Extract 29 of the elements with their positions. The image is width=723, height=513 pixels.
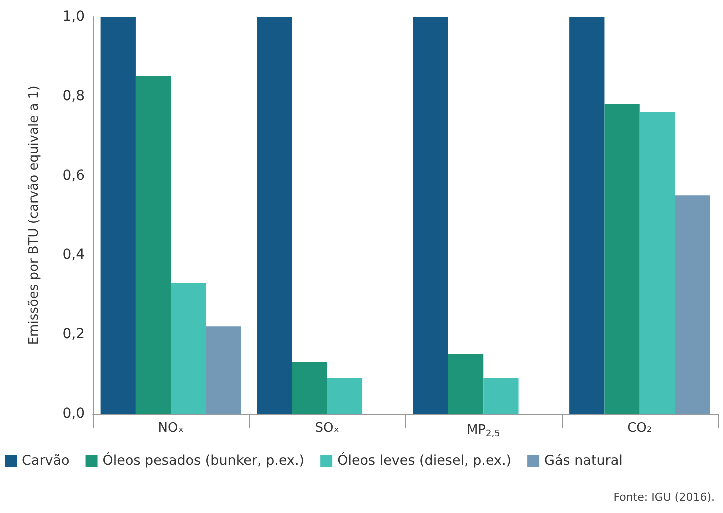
- source-note: Fonte: IGU (2016).: [614, 491, 716, 504]
- bar: [257, 17, 292, 414]
- legend-label: Óleos pesados (bunker, p.ex.): [102, 452, 305, 469]
- y-tick-label: 1,0: [62, 9, 85, 25]
- bar: [448, 354, 484, 414]
- bar: [171, 282, 206, 414]
- bar: [327, 378, 363, 414]
- y-tick-label: 0,2: [62, 326, 85, 343]
- bar: [292, 362, 328, 414]
- bar: [675, 196, 710, 414]
- y-tick-label: 0,8: [62, 88, 85, 104]
- y-tick-label: 0,6: [62, 168, 86, 184]
- bar: [570, 17, 605, 414]
- legend-label: Carvão: [22, 453, 70, 469]
- bar: [413, 17, 448, 414]
- legend-label: Gás natural: [544, 453, 623, 469]
- bar: [206, 326, 242, 414]
- bar: [484, 378, 519, 414]
- bar: [100, 17, 136, 414]
- bar: [640, 112, 676, 414]
- y-tick-label: 0,0: [62, 406, 85, 422]
- x-tick-label: CO₂: [628, 421, 652, 436]
- y-tick-label: 0,4: [62, 247, 86, 264]
- legend-label: Óleos leves (diesel, p.ex.): [338, 452, 512, 469]
- x-tick-label: NOₓ: [158, 421, 184, 436]
- bar: [136, 76, 172, 414]
- y-axis-title: Emissões por BTU (carvão equivale a 1): [27, 86, 42, 346]
- x-tick-label: SOₓ: [315, 421, 340, 436]
- bar: [604, 104, 640, 414]
